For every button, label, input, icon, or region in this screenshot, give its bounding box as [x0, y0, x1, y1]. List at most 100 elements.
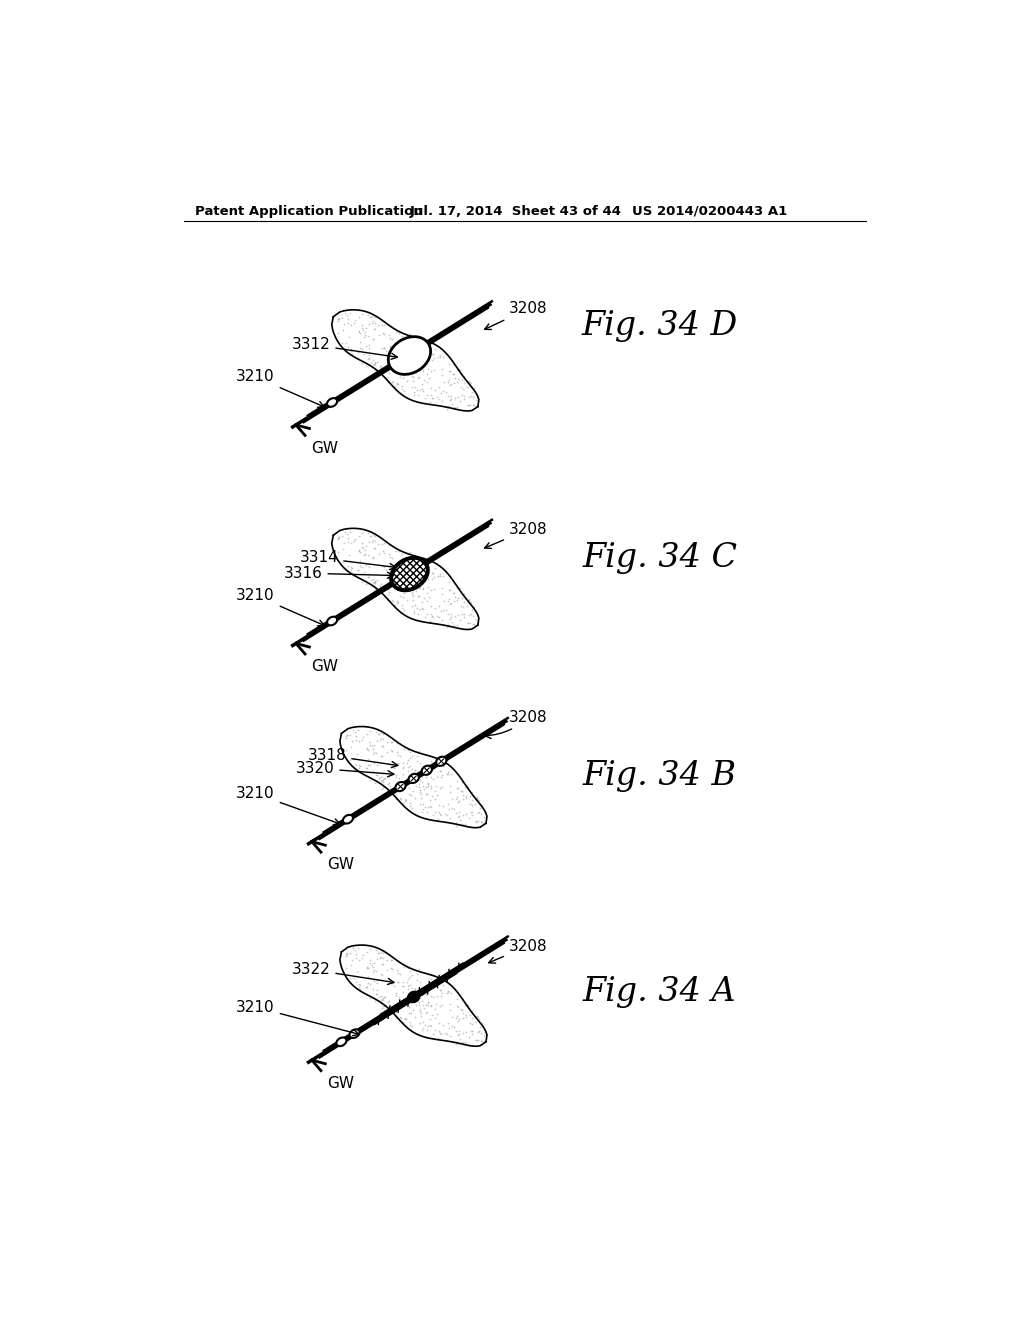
Point	[446, 364, 463, 385]
Point	[420, 993, 436, 1014]
Point	[374, 953, 390, 974]
Point	[362, 569, 379, 590]
Point	[358, 941, 375, 962]
Point	[366, 581, 382, 602]
Point	[353, 314, 370, 335]
Point	[395, 367, 412, 388]
Point	[459, 994, 475, 1015]
Point	[392, 746, 409, 767]
Point	[367, 360, 383, 381]
Point	[348, 948, 365, 969]
Point	[388, 995, 404, 1016]
Point	[400, 784, 417, 805]
Point	[374, 779, 390, 800]
Point	[427, 1007, 443, 1028]
Point	[394, 598, 411, 619]
Point	[396, 789, 413, 810]
Point	[361, 770, 378, 791]
Point	[330, 527, 346, 548]
Point	[393, 1007, 410, 1028]
Point	[402, 578, 419, 599]
Point	[371, 325, 387, 346]
Point	[346, 528, 362, 549]
Point	[438, 381, 455, 403]
Point	[386, 558, 402, 579]
Point	[348, 972, 365, 993]
Point	[466, 378, 482, 399]
Text: US 2014/0200443 A1: US 2014/0200443 A1	[632, 205, 787, 218]
Point	[415, 599, 431, 620]
Point	[388, 776, 404, 797]
Text: 3210: 3210	[237, 999, 359, 1036]
Point	[395, 738, 412, 759]
Point	[419, 764, 435, 785]
Point	[351, 331, 368, 352]
Point	[380, 347, 396, 368]
Point	[438, 982, 455, 1003]
Point	[365, 310, 381, 331]
Point	[369, 570, 385, 591]
Point	[350, 306, 367, 327]
Point	[374, 746, 390, 767]
Point	[389, 593, 406, 614]
Point	[412, 574, 428, 595]
Point	[403, 366, 420, 387]
Text: 3320: 3320	[296, 760, 394, 776]
Point	[398, 990, 415, 1011]
Point	[409, 979, 425, 1001]
Point	[449, 1020, 465, 1041]
Point	[358, 723, 375, 744]
Point	[412, 793, 428, 814]
Point	[397, 346, 414, 367]
Point	[371, 768, 387, 789]
Point	[410, 350, 426, 371]
Point	[347, 721, 364, 742]
Point	[366, 329, 382, 350]
Point	[371, 314, 387, 335]
Point	[433, 601, 450, 622]
Point	[415, 558, 431, 579]
Point	[401, 334, 418, 355]
Point	[392, 343, 409, 364]
Point	[428, 985, 444, 1006]
Ellipse shape	[409, 774, 419, 783]
Point	[473, 1030, 489, 1051]
Point	[361, 731, 378, 752]
Point	[388, 590, 404, 611]
Point	[444, 582, 461, 603]
Point	[394, 982, 411, 1003]
Point	[423, 378, 439, 399]
Point	[359, 523, 376, 544]
Point	[463, 372, 479, 393]
Point	[372, 942, 388, 964]
Point	[399, 972, 416, 993]
Point	[357, 536, 374, 557]
Point	[388, 354, 404, 375]
Point	[341, 545, 357, 566]
Point	[350, 525, 367, 546]
Point	[428, 754, 444, 775]
Point	[368, 961, 384, 982]
Point	[442, 609, 459, 630]
Ellipse shape	[343, 814, 353, 824]
Point	[395, 548, 412, 569]
Text: 3316: 3316	[284, 565, 393, 581]
Point	[427, 557, 443, 578]
Point	[360, 556, 377, 577]
Point	[402, 541, 419, 562]
Point	[392, 788, 409, 809]
Point	[382, 327, 398, 348]
Point	[460, 395, 476, 416]
Point	[388, 1007, 404, 1028]
Point	[376, 995, 392, 1016]
Point	[330, 541, 346, 562]
Point	[399, 739, 416, 760]
Point	[454, 813, 470, 834]
Point	[342, 968, 358, 989]
Point	[361, 334, 378, 355]
Point	[349, 743, 366, 764]
Point	[342, 942, 358, 964]
Point	[423, 360, 439, 381]
Point	[434, 347, 451, 368]
Point	[387, 594, 403, 615]
